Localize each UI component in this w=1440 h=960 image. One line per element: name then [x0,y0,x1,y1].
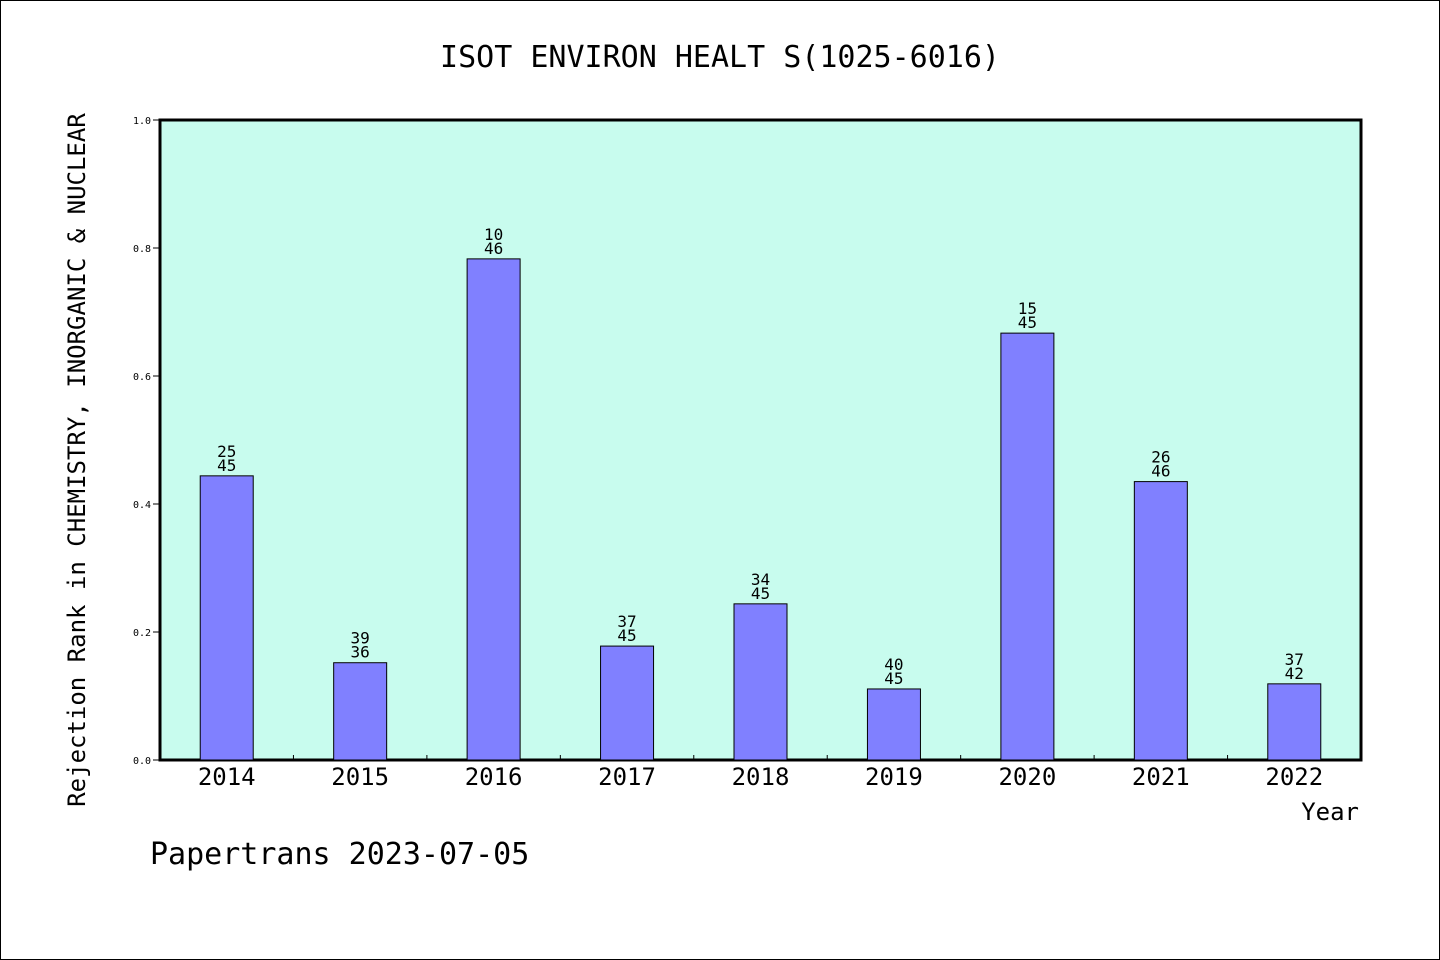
y-tick-label: 0.4 [133,500,151,511]
bar-label-rank: 26 [1151,448,1170,467]
y-axis: 0.0 0.2 0.4 0.6 0.8 1.0 [133,116,160,767]
bar [733,603,788,761]
x-tick-label: 2020 [998,763,1056,791]
bar-label-rank: 15 [1018,299,1037,318]
bar [600,645,655,761]
x-tick-label: 2014 [198,763,256,791]
bar [1133,481,1188,761]
bar-label-total: 36 [351,643,370,662]
y-axis-label: Rejection Rank in CHEMISTRY, INORGANIC &… [63,113,91,807]
y-tick-label: 0.0 [133,756,151,767]
x-tick-label: 2021 [1132,763,1190,791]
bar-label-total: 46 [1151,462,1170,481]
x-tick-label: 2015 [331,763,389,791]
footer-credit: Papertrans 2023-07-05 [150,837,529,872]
bars [199,258,1322,761]
x-tick-label: 2022 [1265,763,1323,791]
bar-label-rank: 25 [217,442,236,461]
bar [199,475,254,761]
x-tick-label: 2017 [598,763,656,791]
bar-label-rank: 10 [484,225,503,244]
bar-label-total: 42 [1285,664,1304,683]
bar-label-rank: 40 [884,655,903,674]
bar-label-rank: 37 [617,612,636,631]
bar-label-rank: 37 [1285,650,1304,669]
x-tick-label: 2019 [865,763,923,791]
y-tick-label: 0.2 [133,628,151,639]
bar [333,662,388,761]
y-tick-label: 0.6 [133,372,151,383]
bar-label-total: 45 [217,456,236,475]
bar-label-total: 46 [484,239,503,258]
bar-label-total: 45 [1018,313,1037,332]
bar [866,688,921,761]
x-axis-label: Year [1301,798,1359,826]
bar [1000,332,1055,761]
y-tick-label: 0.8 [133,244,151,255]
bar-label-total: 45 [751,584,770,603]
x-axis: 2014 2015 2016 2017 2018 2019 2020 2021 2022 [198,755,1323,791]
bar-label-rank: 34 [751,570,770,589]
bar [466,258,521,761]
bar-label-total: 45 [617,626,636,645]
bar-label-rank: 39 [351,629,370,648]
y-tick-label: 1.0 [133,116,151,127]
x-tick-label: 2016 [465,763,523,791]
bar-label-total: 45 [884,669,903,688]
chart-title: ISOT ENVIRON HEALT S(1025-6016) [440,40,1000,75]
bar [1267,683,1322,761]
x-tick-label: 2018 [732,763,790,791]
